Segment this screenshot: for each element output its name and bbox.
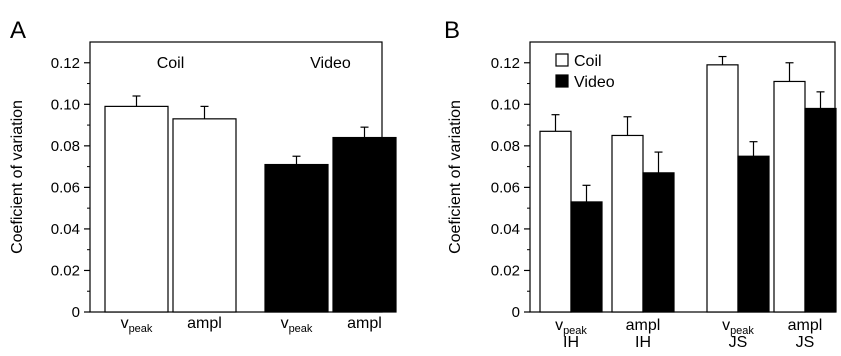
bar bbox=[104, 105, 169, 313]
x-tick-label: ampl bbox=[347, 315, 382, 332]
x-tick-label: vpeak bbox=[121, 315, 153, 335]
x-tick-subject-label: JS bbox=[796, 334, 815, 351]
x-tick-label: ampl bbox=[187, 315, 222, 332]
bar bbox=[570, 201, 603, 313]
tick-label-main: ampl bbox=[626, 317, 661, 334]
tick-label-main: v bbox=[555, 317, 563, 334]
tick-label-main: ampl bbox=[187, 315, 222, 332]
y-axis-title: Coeficient of variation bbox=[447, 100, 464, 254]
bar bbox=[332, 136, 397, 313]
y-tick-label: 0.08 bbox=[51, 138, 80, 155]
y-tick-label: 0 bbox=[512, 304, 520, 321]
tick-label-subscript: peak bbox=[730, 325, 754, 337]
legend-label: Video bbox=[574, 74, 615, 91]
group-label-coil: Coil bbox=[157, 55, 185, 72]
tick-label-subscript: peak bbox=[129, 323, 153, 335]
bar bbox=[539, 130, 572, 313]
tick-label-main: v bbox=[121, 315, 129, 332]
y-tick-label: 0.02 bbox=[51, 262, 80, 279]
y-axis-title: Coeficient of variation bbox=[9, 100, 26, 254]
tick-label-main: v bbox=[281, 315, 289, 332]
y-tick-label: 0.10 bbox=[51, 96, 80, 113]
x-tick-label: ampl bbox=[626, 317, 661, 334]
x-tick-label: vpeak bbox=[281, 315, 313, 335]
tick-label-subscript: peak bbox=[563, 325, 587, 337]
tick-label-subscript: peak bbox=[289, 323, 313, 335]
tick-label-main: v bbox=[722, 317, 730, 334]
x-tick-subject-label: IH bbox=[635, 334, 651, 351]
x-tick-label: ampl bbox=[788, 317, 823, 334]
panel-label: B bbox=[444, 17, 460, 44]
bar bbox=[611, 134, 644, 313]
bar bbox=[737, 155, 770, 313]
bar bbox=[773, 80, 806, 313]
y-tick-label: 0.08 bbox=[491, 138, 520, 155]
legend-swatch bbox=[555, 53, 569, 67]
y-tick-label: 0.12 bbox=[51, 55, 80, 72]
y-tick-label: 0.10 bbox=[491, 96, 520, 113]
tick-label-main: ampl bbox=[788, 317, 823, 334]
y-tick-label: 0.04 bbox=[51, 221, 80, 238]
bar bbox=[706, 64, 739, 313]
x-tick-subject-label: IH bbox=[563, 334, 579, 351]
panel-label: A bbox=[10, 17, 26, 44]
y-tick-label: 0.06 bbox=[491, 179, 520, 196]
y-tick-label: 0.04 bbox=[491, 221, 520, 238]
y-tick-label: 0 bbox=[72, 304, 80, 321]
legend-label: Coil bbox=[574, 53, 602, 70]
x-tick-subject-label: JS bbox=[729, 334, 748, 351]
bar bbox=[804, 107, 837, 313]
y-tick-label: 0.02 bbox=[491, 262, 520, 279]
tick-label-main: ampl bbox=[347, 315, 382, 332]
x-tick-label: vpeak bbox=[722, 317, 754, 337]
y-tick-label: 0.12 bbox=[491, 55, 520, 72]
legend: Coil Video bbox=[555, 53, 615, 91]
group-label-video: Video bbox=[310, 55, 351, 72]
legend-swatch bbox=[555, 74, 569, 88]
bar bbox=[264, 163, 329, 313]
bar bbox=[172, 118, 237, 313]
x-tick-label: vpeak bbox=[555, 317, 587, 337]
y-tick-label: 0.06 bbox=[51, 179, 80, 196]
bar bbox=[642, 172, 675, 313]
